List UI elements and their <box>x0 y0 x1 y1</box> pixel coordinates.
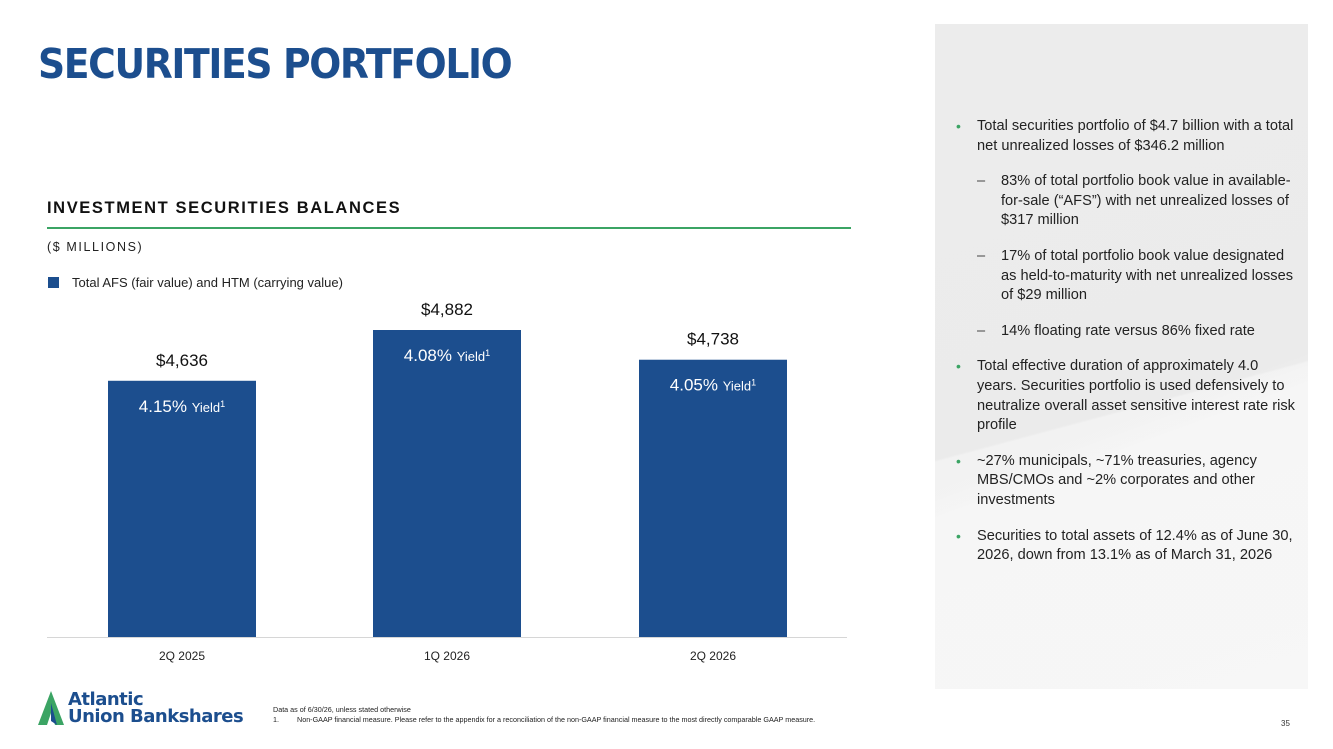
bar <box>108 380 256 637</box>
bullet-item: • Securities to total assets of 12.4% as … <box>955 527 1295 566</box>
bullet-text: 83% of total portfolio book value in ava… <box>1001 173 1291 229</box>
footnote-number: 1. <box>273 715 279 724</box>
chart-legend: Total AFS (fair value) and HTM (carrying… <box>48 275 343 290</box>
legend-label: Total AFS (fair value) and HTM (carrying… <box>72 275 343 290</box>
bar-value-label: $4,882 <box>421 300 473 319</box>
bullet-text: Total securities portfolio of $4.7 billi… <box>977 118 1294 154</box>
bullet-marker: • <box>956 118 961 134</box>
x-tick-label: 1Q 2026 <box>424 649 470 663</box>
bullet-text: 14% floating rate versus 86% fixed rate <box>1001 322 1255 339</box>
company-logo: Atlantic Union Bankshares <box>38 689 244 727</box>
dash-marker: – <box>977 173 986 190</box>
bar-chart: $4,636 4.15% Yield1 2Q 2025 $4,882 4.08% Yie… <box>47 300 847 663</box>
chart-section-title: INVESTMENT SECURITIES BALANCES <box>47 199 402 217</box>
bullet-marker: • <box>956 452 961 469</box>
x-tick-label: 2Q 2025 <box>159 649 205 663</box>
bar <box>639 359 787 637</box>
bullet-text: Total effective duration of approximatel… <box>977 358 1295 434</box>
dash-marker: – <box>977 322 986 339</box>
legend-swatch <box>48 277 59 288</box>
bullet-item: • Total effective duration of approximate… <box>955 357 1295 435</box>
bullet-text: Securities to total assets of 12.4% as o… <box>977 527 1293 564</box>
logo-mark-icon <box>38 691 64 725</box>
bar-yield-label: 4.15% Yield1 <box>139 397 225 416</box>
bullet-marker: • <box>956 527 961 544</box>
footnotes: Data as of 6/30/26, unless stated otherw… <box>273 705 815 725</box>
dash-marker: – <box>977 247 986 264</box>
bullet-item: • Total securities portfolio of $4.7 bill… <box>955 117 1295 156</box>
chart-units-label: ($ MILLIONS) <box>47 240 144 254</box>
bar-yield-label: 4.08% Yield1 <box>404 346 490 365</box>
page-title: SECURITIES PORTFOLIO <box>38 40 513 88</box>
bullet-text: 17% of total portfolio book value design… <box>1001 247 1294 304</box>
sub-bullet-item: –83% of total portfolio book value in av… <box>955 172 1295 231</box>
bullet-item: • ~27% municipals, ~71% treasuries, agenc… <box>955 452 1295 511</box>
bar-yield-label: 4.05% Yield1 <box>670 376 756 395</box>
logo-text-line2: Union Bankshares <box>68 706 244 727</box>
bullet-marker: • <box>956 358 961 375</box>
bullet-text: ~27% municipals, ~71% treasuries, agency… <box>977 452 1257 508</box>
bar <box>373 330 521 637</box>
sub-bullet-item: –17% of total portfolio book value desig… <box>955 247 1295 306</box>
bar-value-label: $4,738 <box>687 330 739 349</box>
sub-bullet-item: –14% floating rate versus 86% fixed rate <box>955 322 1295 342</box>
side-panel <box>935 24 1308 689</box>
logo-text-line1: Atlantic <box>68 689 144 710</box>
x-tick-label: 2Q 2026 <box>690 649 736 663</box>
page-number: 35 <box>1281 719 1290 728</box>
data-note: Data as of 6/30/26, unless stated otherw… <box>273 705 411 714</box>
section-divider <box>47 227 851 229</box>
side-panel-bullets: • Total securities portfolio of $4.7 bill… <box>955 117 1295 582</box>
footnote-text: Non-GAAP financial measure. Please refer… <box>297 715 816 724</box>
bar-value-label: $4,636 <box>156 351 208 370</box>
